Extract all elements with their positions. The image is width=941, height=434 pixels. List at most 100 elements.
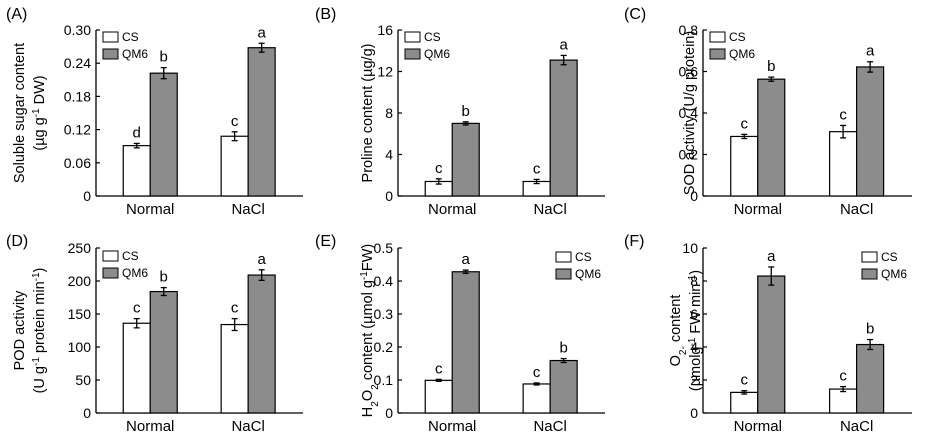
y-axis-title-part: -1 — [31, 108, 42, 117]
bar-qm6-nacl — [549, 59, 578, 197]
legend-swatch-cs — [709, 31, 726, 43]
significance-label: c — [741, 372, 749, 389]
bar-cs-normal — [122, 145, 151, 197]
y-axis-title-part: Proline content (µg/g) — [360, 44, 376, 183]
legend-label-cs: CS — [729, 30, 746, 44]
bar-qm6-nacl — [856, 343, 885, 414]
significance-label: b — [160, 269, 168, 286]
y-axis-title: SOD activity (U/g protein) — [682, 31, 698, 195]
y-axis-title-part: protein min — [32, 281, 48, 357]
significance-label: c — [231, 300, 239, 317]
legend-label-qm6: QM6 — [729, 47, 755, 61]
y-tick-label: 0 — [690, 405, 698, 421]
bar-cs-nacl — [220, 323, 249, 414]
legend-swatch-qm6 — [555, 268, 572, 280]
bar-cs-normal — [730, 391, 759, 414]
y-tick-label: 16 — [377, 22, 393, 38]
significance-label: a — [559, 36, 568, 53]
bar-cs-normal — [424, 379, 453, 414]
y-axis-title-part: (µg g — [32, 117, 48, 150]
legend-swatch-cs — [555, 251, 572, 263]
significance-label: c — [741, 115, 749, 132]
legend-swatch-cs — [404, 31, 421, 43]
y-axis-title: (µmolg-1 FW min-1) — [687, 270, 705, 391]
significance-label: c — [839, 368, 847, 385]
bar-cs-normal — [730, 135, 759, 197]
bar-cs-nacl — [829, 388, 858, 414]
y-tick-label: 0.4 — [679, 105, 699, 121]
panel-label: (D) — [6, 233, 28, 250]
bar-cs-nacl — [522, 383, 551, 414]
y-axis-title-part: content (µmol g — [360, 280, 376, 384]
y-tick-label: 0.2 — [374, 339, 394, 355]
y-tick-label: 8 — [385, 105, 393, 121]
category-label: Normal — [428, 201, 476, 218]
y-tick-label: 0.2 — [679, 147, 699, 163]
category-label: Normal — [428, 418, 476, 434]
y-axis-title: POD activity — [12, 290, 28, 371]
significance-label: b — [160, 49, 168, 66]
y-axis-title-part: -1 — [31, 357, 42, 366]
category-label: NaCl — [533, 418, 566, 434]
bar-qm6-normal — [149, 290, 178, 414]
y-tick-label: 0.3 — [374, 306, 394, 322]
y-axis-title-part: -1 — [687, 274, 698, 283]
y-axis-title-part: -1 — [359, 271, 370, 280]
y-axis-title-part: FW min — [688, 284, 704, 338]
significance-label: b — [462, 103, 470, 120]
y-tick-label: 0.12 — [64, 122, 91, 138]
y-axis-title-part: 2- — [678, 346, 689, 355]
legend-label-cs: CS — [575, 250, 592, 264]
significance-label: b — [866, 321, 874, 338]
y-axis-title-part: SOD activity (U/g protein) — [682, 31, 698, 195]
category-label: Normal — [126, 418, 174, 434]
legend-label-qm6: QM6 — [424, 47, 450, 61]
y-tick-label: 0 — [83, 405, 91, 421]
y-axis-title: (U g-1 protein min-1) — [31, 268, 49, 394]
category-label: NaCl — [840, 418, 873, 434]
y-axis-title-part: (µmolg — [688, 347, 704, 392]
significance-label: a — [257, 24, 266, 41]
significance-label: c — [435, 360, 443, 377]
y-tick-label: 0.24 — [64, 55, 91, 71]
y-axis-title-part: content — [668, 295, 684, 347]
bar-cs-nacl — [829, 131, 858, 197]
y-tick-label: 10 — [682, 240, 698, 256]
y-axis-title-part: FW) — [360, 244, 376, 271]
bar-cs-normal — [122, 322, 151, 414]
y-tick-label: 0.1 — [374, 372, 394, 388]
significance-label: c — [533, 364, 541, 381]
y-axis-title-part: ) — [32, 268, 48, 273]
y-tick-label: 0 — [385, 188, 393, 204]
legend-swatch-qm6 — [709, 48, 726, 60]
y-tick-label: 0 — [690, 188, 698, 204]
category-label: Normal — [126, 201, 174, 218]
y-tick-label: 50 — [75, 372, 91, 388]
y-tick-label: 200 — [68, 273, 92, 289]
bar-cs-nacl — [220, 135, 249, 197]
category-label: Normal — [734, 418, 782, 434]
legend-swatch-cs — [102, 250, 119, 262]
significance-label: c — [435, 160, 443, 177]
category-label: NaCl — [840, 201, 873, 218]
significance-label: a — [866, 43, 875, 60]
y-tick-label: 150 — [68, 306, 92, 322]
significance-label: b — [767, 58, 775, 75]
chart-panel-1: (A) 0 0.06 0.12 0.18 0.24 0.30 Soluble sugar co… — [6, 6, 303, 218]
panel-label: (C) — [624, 6, 646, 23]
significance-label: a — [462, 251, 471, 268]
y-axis-title: (µg g-1 DW) — [31, 75, 49, 150]
legend-label-qm6: QM6 — [575, 267, 601, 281]
significance-label: c — [231, 113, 239, 130]
panel-label: (F) — [624, 233, 644, 250]
bar-qm6-normal — [149, 72, 178, 197]
y-axis-title-part: 2 — [370, 384, 381, 390]
legend-label-cs: CS — [881, 250, 898, 264]
y-axis-title-part: DW) — [32, 75, 48, 108]
panel-label: (E) — [315, 233, 336, 250]
significance-label: c — [133, 300, 141, 317]
y-axis-title: H2O2 content (µmol g-1FW) — [359, 244, 381, 417]
